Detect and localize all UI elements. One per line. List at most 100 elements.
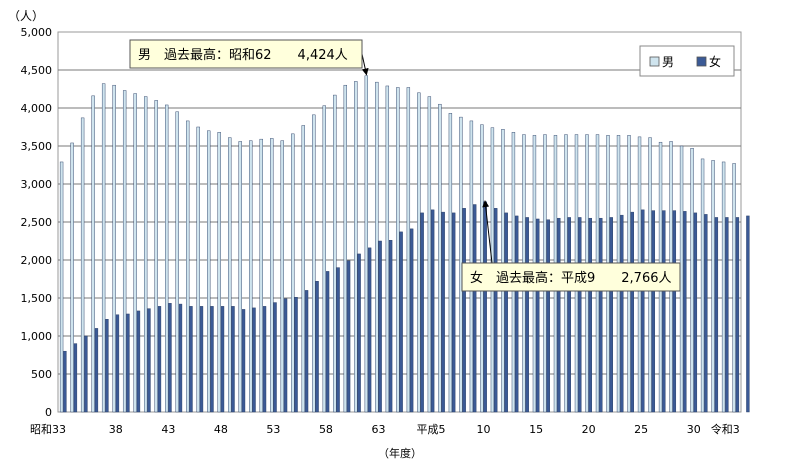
- x-tick-label: 48: [214, 423, 228, 436]
- bar-female: [683, 211, 687, 413]
- bar-female: [252, 307, 256, 413]
- bar-female: [231, 306, 235, 413]
- bar-male: [354, 81, 358, 413]
- bar-male: [700, 158, 705, 413]
- bar-female: [746, 215, 750, 413]
- bar-female: [126, 313, 130, 413]
- bar-male: [364, 75, 369, 413]
- bar-female: [620, 214, 624, 413]
- bar-female: [515, 215, 519, 413]
- x-tick-label: 平成5: [417, 423, 446, 436]
- bar-male: [322, 105, 326, 413]
- bar-male: [711, 160, 715, 413]
- bar-male: [721, 161, 726, 413]
- bar-female: [63, 350, 67, 413]
- bar-female: [94, 328, 99, 413]
- x-tick-label: 53: [266, 423, 280, 436]
- y-tick-label: 3,000: [21, 178, 53, 191]
- bar-female: [105, 319, 109, 413]
- bar-female: [546, 219, 550, 413]
- y-tick-label: 0: [45, 406, 52, 419]
- bar-female: [367, 247, 372, 413]
- bar-male: [732, 163, 736, 413]
- bar-female: [189, 306, 193, 413]
- y-tick-label: 1,000: [21, 330, 53, 343]
- bar-female: [283, 298, 288, 413]
- bar-male: [406, 87, 411, 413]
- bar-female: [672, 210, 677, 413]
- bar-female: [662, 210, 666, 413]
- bar-female: [136, 310, 141, 413]
- legend-swatch-male: [649, 56, 660, 67]
- bar-male: [59, 161, 64, 413]
- bar-male: [122, 90, 127, 413]
- bar-female: [378, 240, 382, 413]
- bar-female: [262, 306, 267, 413]
- bar-female: [325, 271, 330, 413]
- annotation-box: [129, 39, 363, 69]
- bar-female: [241, 309, 246, 413]
- bar-female: [473, 204, 477, 413]
- bar-female: [494, 208, 498, 413]
- bar-male: [301, 125, 305, 413]
- bar-female: [441, 211, 445, 413]
- bar-male: [112, 84, 116, 413]
- legend-swatch-female: [696, 56, 707, 67]
- bar-male: [343, 84, 347, 413]
- bar-female: [157, 306, 162, 413]
- bar-male: [270, 138, 274, 413]
- bar-female: [199, 306, 204, 413]
- bar-female: [588, 217, 592, 413]
- bar-female: [399, 231, 403, 413]
- bar-male: [438, 103, 442, 413]
- bar-male: [385, 85, 390, 413]
- bar-male: [291, 133, 295, 413]
- annotation-arrow: [361, 53, 369, 76]
- bar-female: [504, 212, 508, 413]
- bar-female: [651, 210, 656, 413]
- bar-female: [273, 302, 277, 413]
- bar-female: [609, 217, 613, 413]
- bar-male: [396, 87, 400, 413]
- bar-female: [210, 306, 214, 413]
- bar-female: [462, 208, 466, 413]
- annotation-box: [461, 262, 681, 292]
- bar-female: [346, 260, 351, 413]
- bar-female: [84, 335, 88, 413]
- bar-female: [147, 308, 151, 413]
- bar-male: [175, 111, 179, 413]
- bar-female: [483, 201, 487, 413]
- bar-female: [315, 281, 319, 413]
- bar-male: [259, 138, 263, 413]
- y-tick-label: 500: [31, 368, 52, 381]
- bar-male: [217, 132, 221, 413]
- bar-female: [220, 306, 225, 413]
- bar-female: [294, 297, 298, 413]
- bar-female: [304, 290, 309, 413]
- bar-male: [417, 92, 421, 413]
- annotation-label: 女 過去最高：平成9 2,766人: [470, 270, 672, 286]
- bar-female: [567, 217, 571, 413]
- y-tick-label: 2,000: [21, 254, 53, 267]
- y-tick-label: 2,500: [21, 216, 53, 229]
- x-tick-label: 令和3: [711, 422, 740, 436]
- x-tick-label: 43: [161, 423, 175, 436]
- bar-male: [679, 145, 684, 413]
- bar-male: [280, 140, 284, 413]
- bar-male: [427, 96, 432, 413]
- x-tick-label: 10: [477, 423, 491, 436]
- x-tick-label: 58: [319, 423, 333, 436]
- bar-female: [115, 314, 120, 413]
- bar-female: [525, 217, 529, 413]
- y-tick-label: 1,500: [21, 292, 53, 305]
- y-axis-ticks: 0 500 1,000 1,500 2,000 2,500 3,000 3,500 4,000 4…: [21, 26, 53, 419]
- bar-female: [704, 214, 708, 413]
- bar-female: [409, 228, 414, 413]
- y-axis-unit: （人）: [8, 9, 44, 23]
- bar-male: [228, 137, 232, 413]
- bar-female: [641, 209, 645, 413]
- x-axis-label: （年度）: [378, 446, 422, 460]
- y-tick-label: 3,500: [21, 140, 53, 153]
- bar-male: [70, 142, 74, 413]
